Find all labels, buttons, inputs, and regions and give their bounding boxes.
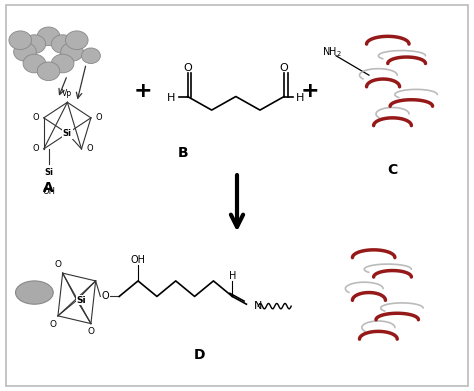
Text: O: O [32,113,39,122]
Text: OH: OH [42,187,55,196]
Circle shape [23,54,46,73]
Circle shape [82,48,100,63]
Circle shape [51,35,74,54]
Text: +: + [134,81,152,100]
Text: Si: Si [63,129,72,138]
Text: O: O [50,320,57,329]
Text: Si: Si [77,296,86,305]
Text: A: A [43,181,54,195]
Text: O: O [87,328,94,337]
Text: O: O [32,144,39,153]
Text: O: O [101,291,109,301]
Text: O: O [183,63,192,73]
Text: NH$_2$: NH$_2$ [322,45,342,59]
Text: C: C [387,163,398,177]
Circle shape [14,43,36,61]
Text: Vp: Vp [62,90,73,99]
Text: N: N [254,301,262,311]
Circle shape [37,27,60,46]
Circle shape [23,35,46,54]
Circle shape [37,62,60,81]
Circle shape [65,31,88,50]
Text: D: D [193,348,205,362]
Circle shape [51,54,74,73]
Text: O: O [86,144,93,153]
Text: O: O [55,260,62,269]
Circle shape [9,31,32,50]
Text: B: B [177,146,188,160]
Text: H: H [167,93,176,104]
Text: OH: OH [130,255,146,265]
Circle shape [61,43,83,61]
Ellipse shape [16,281,53,304]
Text: Si: Si [44,168,53,177]
Text: O: O [96,113,102,122]
Text: +: + [301,81,319,100]
Text: H: H [228,271,236,281]
Text: O: O [280,63,289,73]
Text: H: H [296,93,304,104]
